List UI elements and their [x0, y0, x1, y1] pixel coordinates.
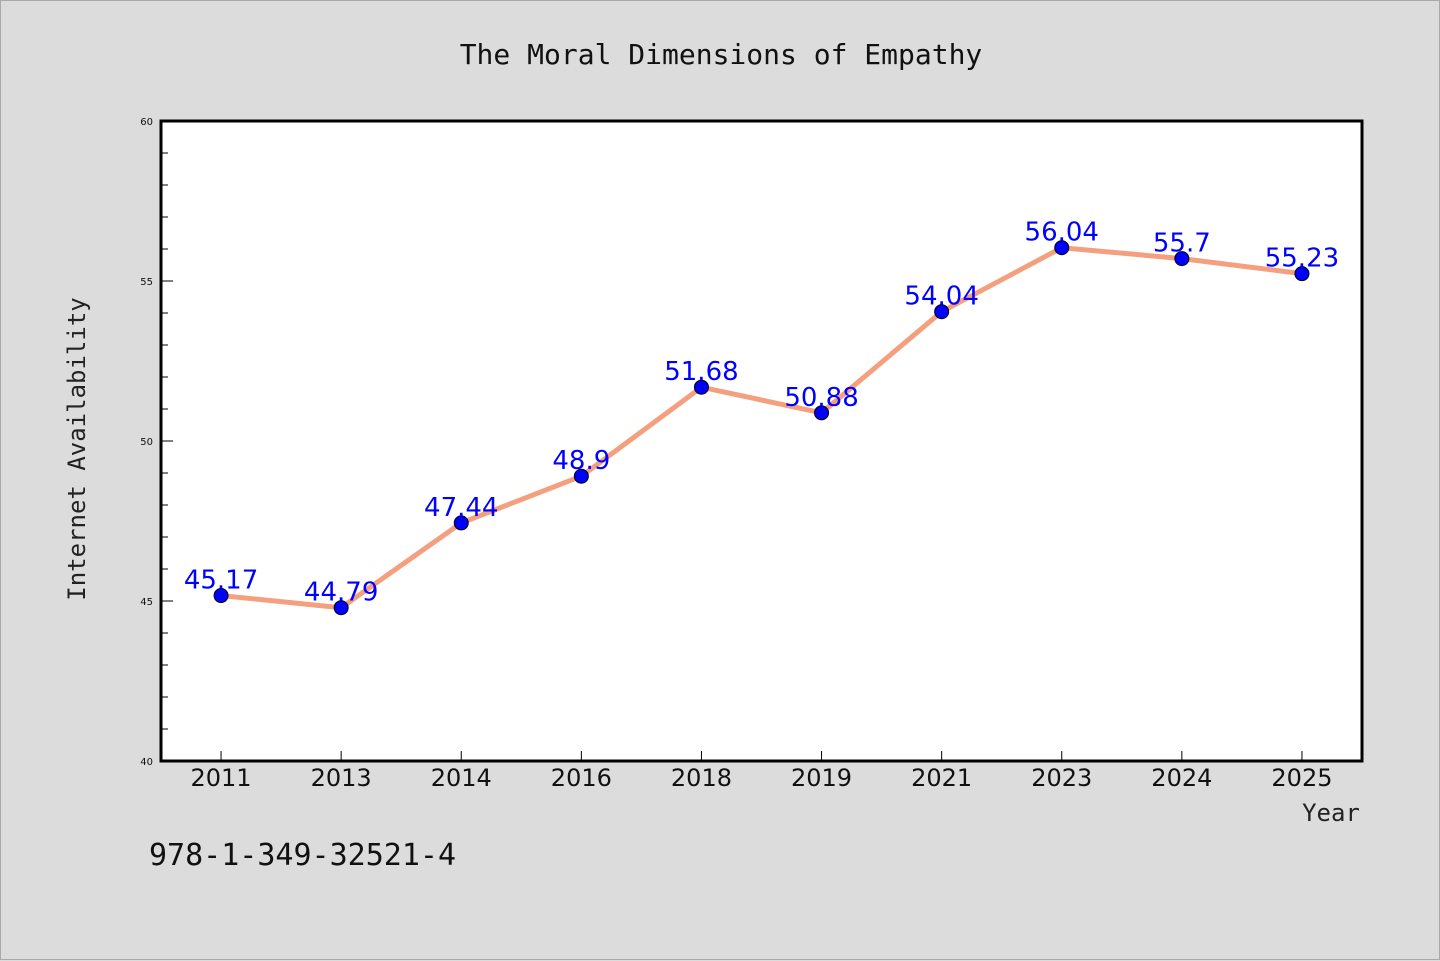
data-point: [693, 379, 709, 395]
data-label: 44.79: [304, 578, 378, 608]
y-tick-label: 40: [140, 757, 153, 768]
x-tick-label: 2021: [911, 764, 972, 792]
x-tick-label: 2014: [431, 764, 492, 792]
data-label: 55.23: [1265, 244, 1339, 274]
x-tick-label: 2025: [1271, 764, 1332, 792]
data-point: [453, 515, 469, 531]
x-tick-label: 2024: [1151, 764, 1212, 792]
series-group: [213, 240, 1310, 616]
x-tick-label: 2018: [671, 764, 732, 792]
data-point: [573, 468, 589, 484]
y-tick-label: 55: [140, 277, 153, 288]
y-axis: 40 45 50 55 60: [140, 117, 173, 768]
data-labels: 45.17 44.79 47.44 48.9 51.68 50.88 54.04 56.04 5…: [184, 218, 1339, 608]
x-tick-label: 2019: [791, 764, 852, 792]
data-label: 54.04: [904, 282, 978, 312]
x-axis-label: Year: [1302, 799, 1360, 827]
data-label: 47.44: [424, 493, 498, 523]
data-point: [1294, 266, 1310, 282]
x-axis: 2011 2013 2014 2016 2018 2019 2021 2023 2024 2025: [191, 751, 1332, 792]
data-point: [934, 304, 950, 320]
data-point: [814, 405, 830, 421]
y-tick-label: 50: [140, 437, 153, 448]
x-tick-label: 2013: [311, 764, 372, 792]
data-label: 45.17: [184, 566, 258, 596]
y-tick-label: 60: [140, 117, 153, 128]
data-label: 50.88: [784, 383, 858, 413]
data-point: [1174, 251, 1190, 267]
data-point: [1054, 240, 1070, 256]
x-tick-label: 2016: [551, 764, 612, 792]
plot-area: [159, 119, 1364, 763]
x-tick-label: 2023: [1031, 764, 1092, 792]
data-point: [333, 600, 349, 616]
data-label: 48.9: [552, 446, 610, 476]
data-label: 56.04: [1025, 218, 1099, 248]
data-point: [213, 588, 229, 604]
y-tick-label: 45: [140, 597, 153, 608]
data-label: 55.7: [1153, 229, 1211, 259]
isbn-text: 978-1-349-32521-4: [149, 838, 456, 873]
y-axis-label: Internet Availability: [63, 297, 91, 600]
chart-title: The Moral Dimensions of Empathy: [460, 38, 983, 71]
series-line: [218, 245, 1305, 611]
x-tick-label: 2011: [191, 764, 252, 792]
data-label: 51.68: [664, 357, 738, 387]
